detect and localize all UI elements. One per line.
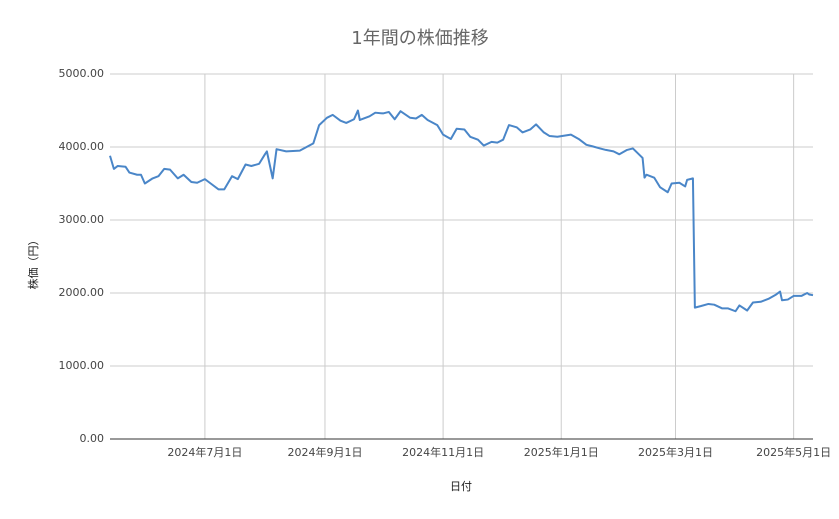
price-line (109, 109, 814, 313)
y-tick-label: 3000.00 (59, 213, 105, 226)
chart-title: 1年間の株価推移 (351, 28, 488, 49)
x-tick-label: 2024年7月1日 (167, 445, 242, 459)
x-axis-title: 日付 (450, 480, 472, 493)
x-tick-label: 2025年3月1日 (638, 445, 713, 459)
x-tick-label: 2024年11月1日 (402, 445, 484, 459)
y-tick-label: 1000.00 (59, 359, 105, 372)
y-axis-title: 株価（円） (26, 235, 40, 290)
y-tick-label: 5000.00 (59, 67, 105, 80)
y-tick-label: 2000.00 (59, 286, 105, 299)
x-tick-label: 2025年1月1日 (524, 445, 599, 459)
x-tick-label: 2024年9月1日 (287, 445, 362, 459)
y-tick-label: 0.00 (80, 432, 105, 445)
y-tick-label: 4000.00 (59, 140, 105, 153)
x-tick-label: 2025年5月1日 (756, 445, 831, 459)
